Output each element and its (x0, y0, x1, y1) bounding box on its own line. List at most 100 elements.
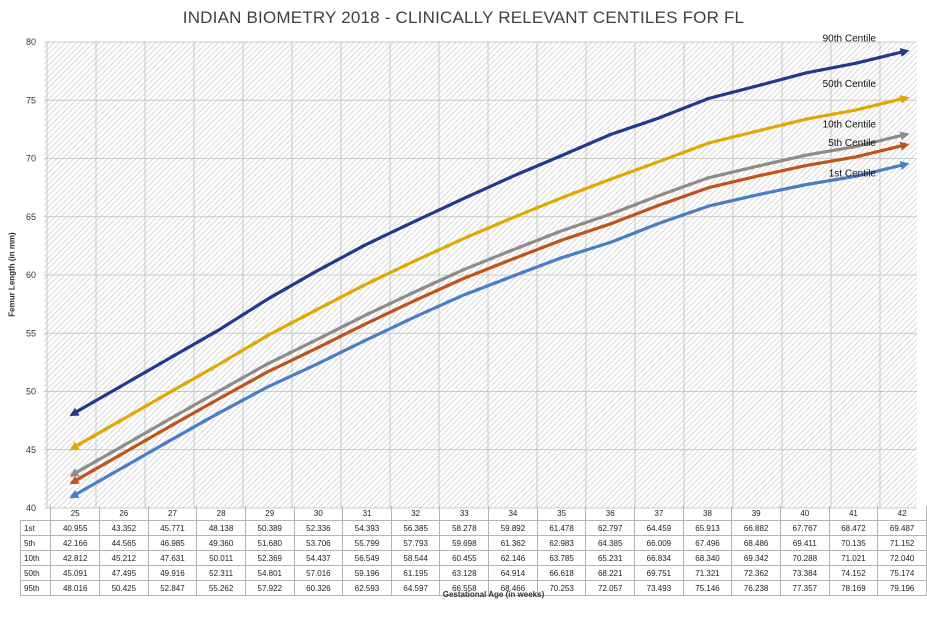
x-tick-label: 37 (634, 506, 684, 521)
x-tick-label: 34 (488, 506, 538, 521)
table-cell: 47.631 (147, 550, 198, 566)
table-cell: 56.549 (342, 550, 392, 566)
series-arrowhead (69, 489, 80, 499)
table-cell: 77.357 (779, 580, 830, 596)
table-cell: 52.369 (244, 550, 295, 566)
table-cell: 64.385 (585, 535, 636, 551)
series-name-label: 5th Centile (828, 138, 876, 149)
series-arrowhead (899, 48, 910, 57)
table-cell: 54.801 (244, 565, 295, 581)
table-cell: 50.389 (244, 520, 295, 536)
table-cell: 51.680 (244, 535, 295, 551)
x-tick-label: 31 (342, 506, 392, 521)
series-arrowhead (69, 407, 80, 417)
table-cell: 62.983 (536, 535, 587, 551)
x-tick-label: 30 (293, 506, 344, 521)
table-cell: 54.437 (293, 550, 344, 566)
table-cell: 79.196 (877, 580, 927, 596)
table-cell: 64.459 (634, 520, 684, 536)
series-10th (69, 131, 910, 477)
table-cell: 72.362 (731, 565, 781, 581)
table-cell: 42.166 (50, 535, 100, 551)
table-cell: 43.352 (99, 520, 149, 536)
table-cell: 59.698 (439, 535, 490, 551)
series-arrowhead (899, 141, 910, 151)
x-tick-label: 33 (439, 506, 490, 521)
table-cell: 53.706 (293, 535, 344, 551)
series-name-label: 1st Centile (829, 168, 877, 179)
table-cell: 45.771 (147, 520, 198, 536)
x-tick-label: 35 (536, 506, 587, 521)
table-cell: 66.882 (731, 520, 781, 536)
table-row: 1st 40.955 43.352 45.771 48.138 50.389 52.336 5… (19, 520, 927, 536)
table-row-label: 1st (19, 520, 52, 536)
table-cell: 44.565 (99, 535, 149, 551)
table-cell: 70.288 (779, 550, 830, 566)
table-cell: 69.751 (634, 565, 684, 581)
x-tick-label: 27 (147, 506, 198, 521)
table-cell: 46.985 (147, 535, 198, 551)
series-arrowhead (69, 475, 80, 485)
series-arrowhead (69, 468, 80, 477)
x-tick-label: 29 (244, 506, 295, 521)
table-cell: 65.913 (682, 520, 733, 536)
table-cell: 62.146 (488, 550, 538, 566)
table-corner (20, 506, 52, 521)
table-cell: 55.799 (342, 535, 392, 551)
series-arrowhead (899, 161, 910, 170)
table-cell: 71.021 (828, 550, 879, 566)
y-tick-label: 60 (26, 270, 36, 280)
table-cell: 66.618 (536, 565, 587, 581)
table-cell: 48.138 (196, 520, 246, 536)
x-tick-label: 32 (390, 506, 441, 521)
table-cell: 68.221 (585, 565, 636, 581)
table-cell: 58.278 (439, 520, 490, 536)
series-name-label: 50th Centile (823, 79, 877, 90)
table-cell: 71.321 (682, 565, 733, 581)
table-cell: 69.487 (877, 520, 927, 536)
table-cell: 66.009 (634, 535, 684, 551)
table-cell: 49.360 (196, 535, 246, 551)
table-row-label: 10th (19, 550, 52, 566)
series-name-label: 90th Centile (823, 33, 877, 44)
x-tick-label: 26 (99, 506, 149, 521)
table-cell: 59.892 (488, 520, 538, 536)
y-tick-label: 65 (26, 212, 36, 222)
table-cell: 45.091 (50, 565, 100, 581)
x-tick-label: 41 (828, 506, 879, 521)
table-cell: 57.016 (293, 565, 344, 581)
table-cell: 69.411 (779, 535, 830, 551)
table-cell: 54.393 (342, 520, 392, 536)
table-cell: 72.040 (877, 550, 927, 566)
table-cell: 61.478 (536, 520, 587, 536)
x-tick-label: 28 (196, 506, 246, 521)
table-row-label: 95th (19, 580, 52, 596)
series-line (70, 96, 905, 451)
table-cell: 52.847 (147, 580, 198, 596)
table-cell: 64.914 (488, 565, 538, 581)
table-row-label: 5th (19, 535, 52, 551)
series-name-label: 10th Centile (823, 120, 877, 131)
series-50th (69, 94, 910, 451)
table-cell: 66.834 (634, 550, 684, 566)
series-line (70, 133, 905, 477)
table-cell: 70.135 (828, 535, 879, 551)
x-axis-label: Gestational Age (in weeks) (442, 590, 545, 599)
table-cell: 68.340 (682, 550, 733, 566)
table-cell: 68.466 (488, 580, 538, 596)
y-tick-label: 45 (26, 445, 36, 455)
table-cell: 64.597 (390, 580, 441, 596)
table-cell: 52.311 (196, 565, 246, 581)
series-labels: 1st Centile 5th Centile 10th Centile 50th C… (823, 33, 877, 179)
table-row: 10th 42.812 45.212 47.631 50.011 52.369 54.437… (19, 550, 927, 566)
series-1st (69, 161, 910, 499)
table-cell: 75.174 (877, 565, 927, 581)
table-cell: 74.152 (828, 565, 879, 581)
chart-title: INDIAN BIOMETRY 2018 - CLINICALLY RELEVA… (182, 8, 745, 27)
table-header-row: 25 26 27 28 29 30 31 32 33 34 35 36 37 38 39 40 41 42 (20, 506, 927, 521)
y-tick-label: 55 (26, 328, 36, 338)
table-cell: 56.385 (390, 520, 441, 536)
x-tick-label: 39 (731, 506, 781, 521)
